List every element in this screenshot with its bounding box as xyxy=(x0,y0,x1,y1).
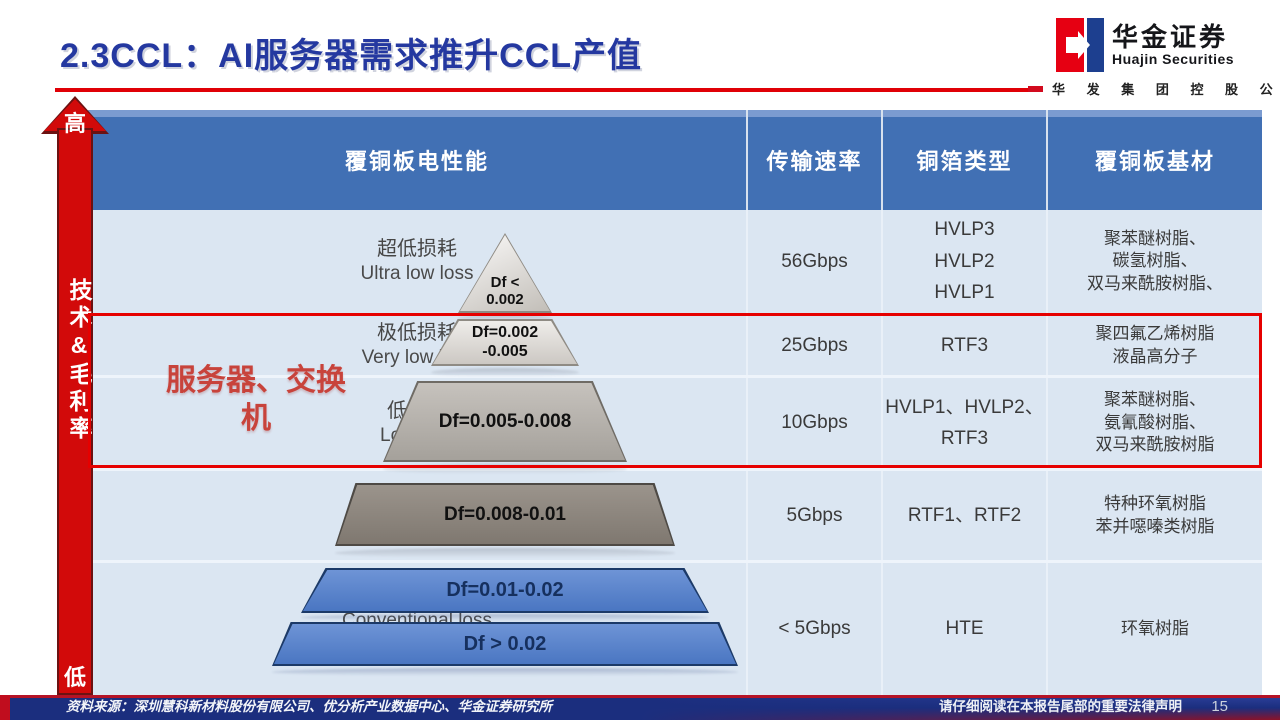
cell-speed: 10Gbps xyxy=(746,378,881,468)
server-switch-annotation: 服务器、交换机 xyxy=(166,364,346,435)
cell-substrate: 聚苯醚树脂、 氨氰酸树脂、 双马来酰胺树脂 xyxy=(1046,378,1262,468)
cell-copper-type: RTF1、RTF2 xyxy=(881,471,1046,560)
huajin-logo-icon xyxy=(1056,18,1104,72)
table-row-mid-loss: 中等损耗 Mid loss 5Gbps RTF1、RTF2 特种环氧树脂 苯并噁… xyxy=(88,468,1262,560)
logo-red-dash-icon xyxy=(1028,85,1043,92)
cell-speed: < 5Gbps xyxy=(746,563,881,695)
footer-bar xyxy=(0,695,1280,720)
df-value: Df < 0.002 xyxy=(486,273,524,308)
header-ccl-substrate: 覆铜板基材 xyxy=(1046,110,1262,210)
axis-title: 技术&毛利率 xyxy=(66,278,92,443)
logo-name-en: Huajin Securities xyxy=(1112,51,1235,68)
cell-speed: 5Gbps xyxy=(746,471,881,560)
df-value: Df=0.01-0.02 xyxy=(446,579,564,601)
table-row-ultra-low-loss: 超低损耗 Ultra low loss 56Gbps HVLP3 HVLP2 H… xyxy=(88,210,1262,313)
logo-name-cn: 华金证券 xyxy=(1112,21,1229,52)
row-label: 超低损耗 Ultra low loss xyxy=(360,238,474,285)
axis-low-label: 低 xyxy=(63,665,86,690)
cell-copper-type: RTF3 xyxy=(881,316,1046,375)
pyramid-reflection xyxy=(335,548,675,558)
pyramid-reflection xyxy=(458,315,552,321)
header-copper-foil-type: 铜箔类型 xyxy=(881,110,1046,210)
cell-copper-type: HVLP3 HVLP2 HVLP1 xyxy=(881,210,1046,313)
footer-disclaimer: 请仔细阅读在本报告尾部的重要法律声明 xyxy=(939,699,1182,714)
cell-substrate: 聚苯醚树脂、 碳氢树脂、 双马来酰胺树脂、 xyxy=(1046,210,1262,313)
pyramid-level-mid: Df=0.008-0.01 xyxy=(335,483,675,546)
title-underline xyxy=(55,88,1040,92)
huajin-logo: 华金证券 Huajin Securities 华 发 集 团 控 股 公 司 xyxy=(1028,18,1280,98)
df-value: Df > 0.02 xyxy=(463,632,547,655)
cell-substrate: 环氧树脂 xyxy=(1046,563,1262,695)
cell-speed: 25Gbps xyxy=(746,316,881,375)
table-header-row: 覆铜板电性能 传输速率 铜箔类型 覆铜板基材 xyxy=(88,110,1262,210)
pyramid-level-ultra-low: Df < 0.002 xyxy=(458,233,552,313)
pyramid-reflection xyxy=(272,668,738,676)
cell-substrate: 特种环氧树脂 苯并噁嗪类树脂 xyxy=(1046,471,1262,560)
pyramid-level-conventional-2: Df > 0.02 xyxy=(272,622,738,666)
pyramid-level-low: Df=0.005-0.008 xyxy=(383,381,627,462)
tech-margin-axis-arrow xyxy=(57,128,93,695)
page-title: 2.3CCL：AI服务器需求推升CCL产值 xyxy=(60,37,643,75)
footer-red-square xyxy=(0,695,10,720)
logo-group-label: 华 发 集 团 控 股 公 司 xyxy=(1052,82,1280,97)
footer-page-number: 15 xyxy=(1211,698,1228,715)
cell-substrate: 聚四氟乙烯树脂 液晶高分子 xyxy=(1046,316,1262,375)
pyramid-level-conventional-1: Df=0.01-0.02 xyxy=(301,568,709,613)
df-value: Df=0.008-0.01 xyxy=(444,503,566,525)
pyramid-reflection xyxy=(383,464,627,474)
pyramid-reflection xyxy=(431,368,579,377)
footer-source: 资料来源：深圳慧科新材料股份有限公司、优分析产业数据中心、华金证券研究所 xyxy=(66,699,552,714)
pyramid-level-very-low: Df=0.002 -0.005 xyxy=(431,319,579,366)
df-value: Df=0.005-0.008 xyxy=(438,410,572,432)
pyramid-reflection xyxy=(301,614,709,621)
header-ccl-performance: 覆铜板电性能 xyxy=(344,149,489,174)
cell-copper-type: HVLP1、HVLP2、 RTF3 xyxy=(881,378,1046,468)
cell-speed: 56Gbps xyxy=(746,210,881,313)
df-value: Df=0.002 -0.005 xyxy=(471,324,539,360)
header-transmission-speed: 传输速率 xyxy=(746,110,881,210)
cell-copper-type: HTE xyxy=(881,563,1046,695)
axis-high-label: 高 xyxy=(63,111,86,136)
